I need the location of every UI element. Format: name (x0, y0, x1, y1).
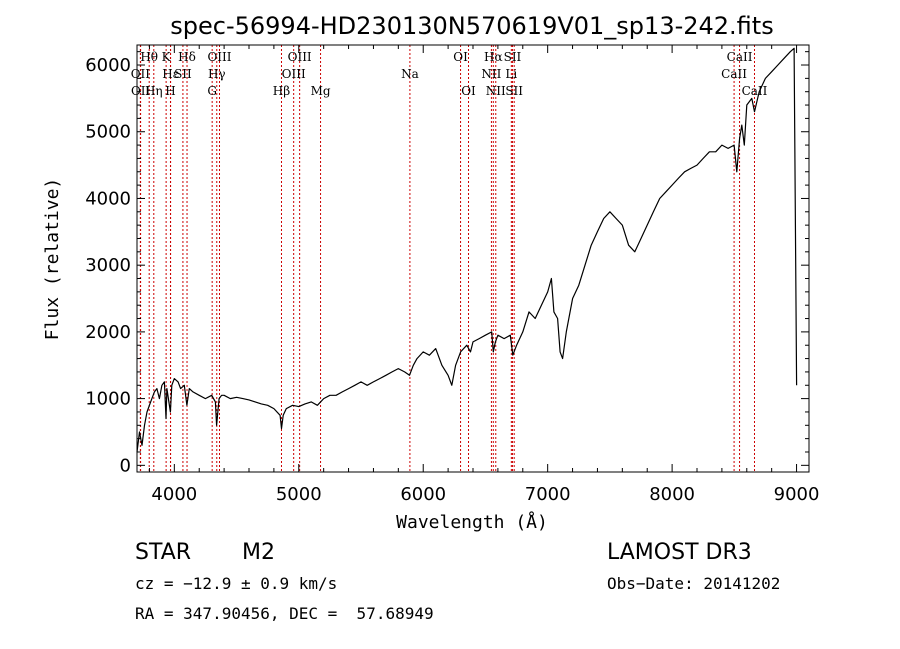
spectral-line-label: OI (453, 50, 468, 64)
spectral-line-label: Hβ (273, 84, 290, 98)
spectral-line-label: CaII (721, 67, 747, 81)
y-tick-label: 6000 (85, 55, 131, 76)
x-tick-label: 7000 (525, 484, 571, 505)
spectral-line-label: K (162, 50, 172, 64)
spectral-line-label: Hε (162, 67, 179, 81)
spectral-line-label: NII (481, 67, 501, 81)
survey-name: LAMOST DR3 (607, 540, 752, 565)
spectral-line-label: CaII (742, 84, 768, 98)
spectral-line-label: OIII (282, 67, 306, 81)
x-axis-label: Wavelength (Å) (396, 511, 548, 533)
spectral-line-label: OIII (288, 50, 312, 64)
spectral-line-label: CaII (727, 50, 753, 64)
y-tick-label: 5000 (85, 122, 131, 143)
chart-title: spec-56994-HD230130N570619V01_sp13-242.f… (170, 12, 773, 40)
spectral-line-label: Mg (311, 84, 331, 98)
y-tick-label: 2000 (85, 322, 131, 343)
object-subclass: M2 (242, 540, 275, 565)
spectral-line-label: OII (131, 84, 151, 98)
spectral-line-label: OII (131, 67, 151, 81)
y-tick-label: 1000 (85, 389, 131, 410)
spectral-line-label: Hγ (208, 67, 226, 81)
spectral-line-markers (139, 45, 755, 472)
spectrum-line (136, 47, 798, 453)
spectral-line-label: G (207, 84, 217, 98)
spectral-line-label: OIII (207, 50, 231, 64)
object-class: STAR (135, 540, 192, 565)
spectral-line-label: SII (504, 50, 522, 64)
y-axis-ticks: 0 1000 2000 3000 4000 5000 6000 (85, 51, 809, 476)
x-tick-label: 6000 (400, 484, 446, 505)
plot-frame (136, 44, 810, 473)
x-axis-ticks: 4000 5000 6000 7000 8000 9000 (148, 45, 820, 505)
coordinates: RA = 347.90456, DEC = 57.68949 (135, 604, 434, 623)
spectral-line-label: H (165, 84, 175, 98)
spectrum-series (136, 47, 798, 453)
y-axis-label: Flux (relative) (42, 178, 63, 341)
spectral-line-label: SII (174, 67, 192, 81)
x-tick-label: 4000 (151, 484, 197, 505)
spectral-line-label: NII (486, 84, 506, 98)
x-tick-label: 5000 (276, 484, 322, 505)
y-tick-label: 0 (120, 455, 131, 476)
spectral-line-label: Hθ (140, 50, 158, 64)
observation-date: Obs−Date: 20141202 (607, 574, 781, 593)
y-tick-label: 3000 (85, 255, 131, 276)
spectral-line-label: Hα (484, 50, 503, 64)
spectrum-chart: spec-56994-HD230130N570619V01_sp13-242.f… (42, 12, 820, 533)
x-tick-label: 8000 (649, 484, 695, 505)
redshift-cz: cz = −12.9 ± 0.9 km/s (135, 574, 338, 593)
spectral-line-label: Na (401, 67, 419, 81)
y-tick-label: 4000 (85, 188, 131, 209)
x-tick-label: 9000 (774, 484, 820, 505)
spectral-line-label: Li (505, 67, 517, 81)
spectral-line-label: OI (461, 84, 476, 98)
spectral-line-label: Hη (145, 84, 163, 98)
spectral-line-label: SII (505, 84, 523, 98)
spectral-line-label: Hδ (178, 50, 196, 64)
